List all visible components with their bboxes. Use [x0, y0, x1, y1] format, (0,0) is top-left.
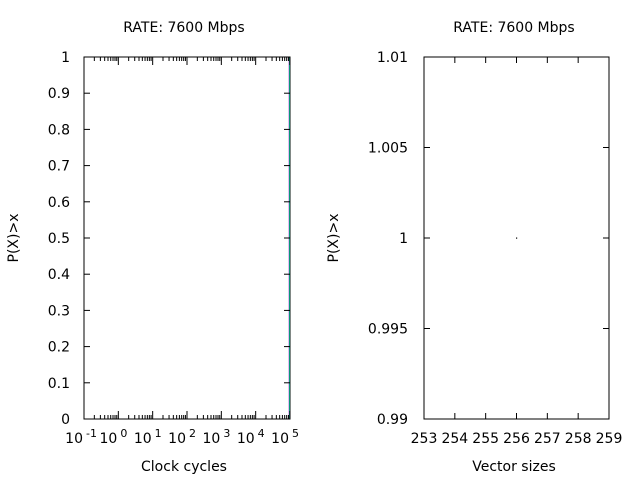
right-x-tick-label: 254	[441, 431, 468, 447]
left-x-tick-exponent: 0	[120, 427, 127, 440]
left-y-tick-label: 0.7	[48, 159, 70, 175]
left-y-tick-label: 0.1	[48, 376, 70, 392]
left-y-tick-label: 0.8	[48, 122, 70, 138]
left-y-tick-label: 0.4	[48, 267, 70, 283]
right-x-tick-label: 256	[503, 431, 530, 447]
right-x-ticks: 253 254 255 256 257 258 259	[411, 57, 623, 447]
right-y-tick-label: 1.005	[368, 141, 408, 157]
right-x-tick-label: 259	[596, 431, 623, 447]
left-y-tick-label: 0.6	[48, 195, 70, 211]
left-plot-frame	[83, 56, 291, 420]
right-y-axis-label: P(X)>x	[326, 214, 342, 263]
right-x-tick-label: 257	[534, 431, 561, 447]
right-y-tick-label: 1	[399, 231, 408, 247]
left-x-tick-exponent: 4	[258, 427, 265, 440]
left-y-tick-label: 0	[61, 412, 70, 428]
right-y-ticks: 0.99 0.995 1 1.005 1.01	[368, 50, 609, 428]
left-y-tick-label: 1	[61, 50, 70, 66]
right-y-tick-label: 0.99	[377, 412, 408, 428]
right-series-point-0	[516, 237, 518, 239]
right-y-tick-label: 1.01	[377, 50, 408, 66]
right-x-tick-label: 253	[411, 431, 438, 447]
left-x-tick-exponent: 1	[155, 427, 162, 440]
left-x-tick-label: 10	[65, 431, 83, 447]
left-x-tick-label: 10	[271, 431, 289, 447]
left-x-tick-label: 10	[134, 431, 152, 447]
left-x-axis-label: Clock cycles	[141, 459, 227, 475]
right-x-axis-label: Vector sizes	[472, 459, 556, 475]
right-y-tick-label: 0.995	[368, 322, 408, 338]
left-x-ticks: 10 -1 10 0 10 1 10 2 10 3 10 4 10 5	[65, 57, 299, 447]
left-y-ticks: 0 0.1 0.2 0.3 0.4 0.5 0.6 0.7 0.8 0.9 1	[48, 50, 290, 428]
right-series-group	[516, 237, 518, 239]
left-y-axis-label: P(X)>x	[6, 214, 22, 263]
left-x-tick-label: 10	[237, 431, 255, 447]
left-x-tick-label: 10	[203, 431, 221, 447]
left-x-tick-exponent: 2	[189, 427, 196, 440]
left-x-tick-label: 10	[168, 431, 186, 447]
right-chart-title: RATE: 7600 Mbps	[453, 20, 574, 36]
left-chart: RATE: 7600 Mbps 0 0.1 0.2 0.3 0.4 0.5 0.6 0.7 0.…	[6, 20, 299, 475]
left-y-tick-label: 0.3	[48, 303, 70, 319]
right-x-tick-label: 258	[565, 431, 592, 447]
right-x-tick-label: 255	[472, 431, 499, 447]
left-x-tick-exponent: -1	[86, 427, 97, 440]
left-chart-title: RATE: 7600 Mbps	[123, 20, 244, 36]
left-x-tick-exponent: 5	[292, 427, 299, 440]
left-y-tick-label: 0.2	[48, 340, 70, 356]
left-x-tick-label: 10	[100, 431, 118, 447]
left-x-tick-exponent: 3	[223, 427, 230, 440]
left-y-tick-label: 0.9	[48, 86, 70, 102]
left-y-tick-label: 0.5	[48, 231, 70, 247]
